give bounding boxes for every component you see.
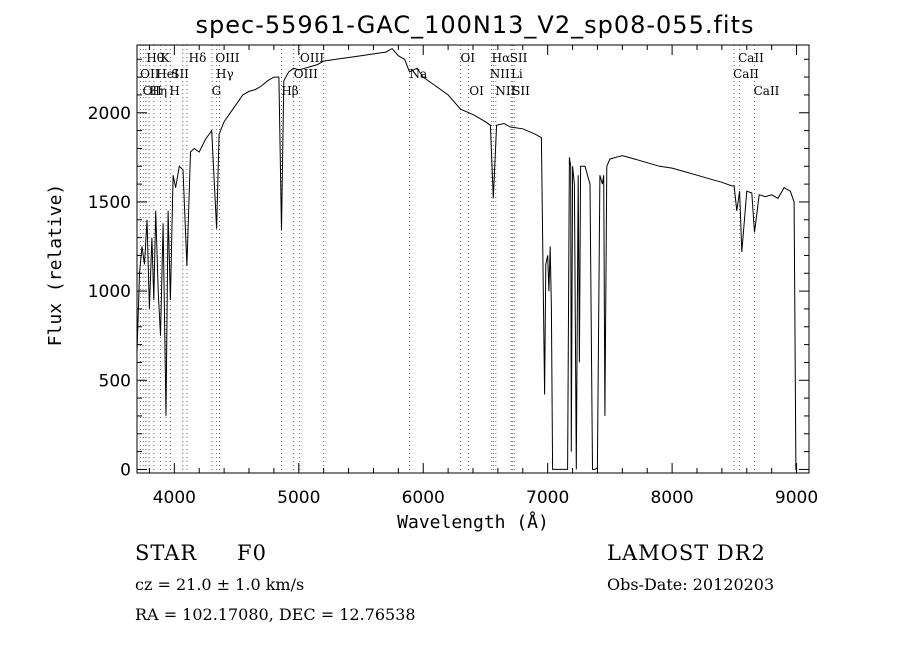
line-label: Hα (492, 51, 511, 65)
line-label: NII (495, 84, 515, 98)
y-axis: 0 500 1000 1500 2000 (88, 58, 809, 480)
line-label: G (212, 84, 222, 98)
y-tick-label: 500 (99, 371, 131, 391)
line-label: OIII (215, 51, 239, 65)
line-label: H (169, 84, 179, 98)
line-label: OIII (300, 51, 324, 65)
y-axis-label: Flux (relative) (45, 184, 66, 347)
x-tick-label: 8000 (650, 488, 693, 508)
line-label: OIII (294, 67, 318, 81)
line-label: CaII (733, 67, 759, 81)
object-class: STAR (135, 541, 198, 565)
survey-name: LAMOST DR2 (607, 541, 766, 565)
redshift-cz: cz = 21.0 ± 1.0 km/s (135, 575, 305, 594)
line-label: OI (461, 51, 476, 65)
line-label: CaII (738, 51, 764, 65)
line-label: OII (143, 84, 163, 98)
line-label: CaII (754, 84, 780, 98)
x-tick-label: 9000 (775, 488, 818, 508)
chart-title: spec-55961-GAC_100N13_V2_sp08-055.fits (196, 11, 755, 39)
line-label: Hγ (216, 67, 234, 81)
y-tick-label: 1000 (88, 282, 131, 302)
observation-date: Obs-Date: 20120203 (607, 575, 775, 594)
line-label: SII (171, 67, 189, 81)
x-axis: 4000 5000 6000 7000 8000 9000 (148, 45, 818, 508)
line-label: Hθ (146, 51, 164, 65)
x-tick-label: 7000 (526, 488, 569, 508)
y-tick-label: 2000 (88, 104, 131, 124)
line-label: SII (510, 51, 528, 65)
y-tick-label: 1500 (88, 193, 131, 213)
line-label: Hη (149, 84, 167, 98)
line-label: Na (410, 67, 428, 81)
spectral-subclass: F0 (237, 541, 267, 565)
line-label: K (161, 51, 171, 65)
line-label: OII (140, 67, 160, 81)
line-label: Hβ (281, 84, 298, 98)
plot-frame (136, 44, 810, 474)
line-label: SII (512, 84, 530, 98)
line-label: Hδ (189, 51, 207, 65)
coordinates: RA = 102.17080, DEC = 12.76538 (135, 605, 416, 624)
line-label: Li (511, 67, 523, 81)
spectrum-line (136, 47, 797, 470)
line-label: NII (490, 67, 510, 81)
x-axis-label: Wavelength (Å) (397, 511, 549, 533)
x-tick-label: 6000 (402, 488, 445, 508)
x-tick-label: 4000 (153, 488, 196, 508)
y-tick-label: 0 (120, 460, 131, 480)
x-tick-label: 5000 (277, 488, 320, 508)
line-label: HeI (156, 67, 179, 81)
line-label: OI (469, 84, 484, 98)
